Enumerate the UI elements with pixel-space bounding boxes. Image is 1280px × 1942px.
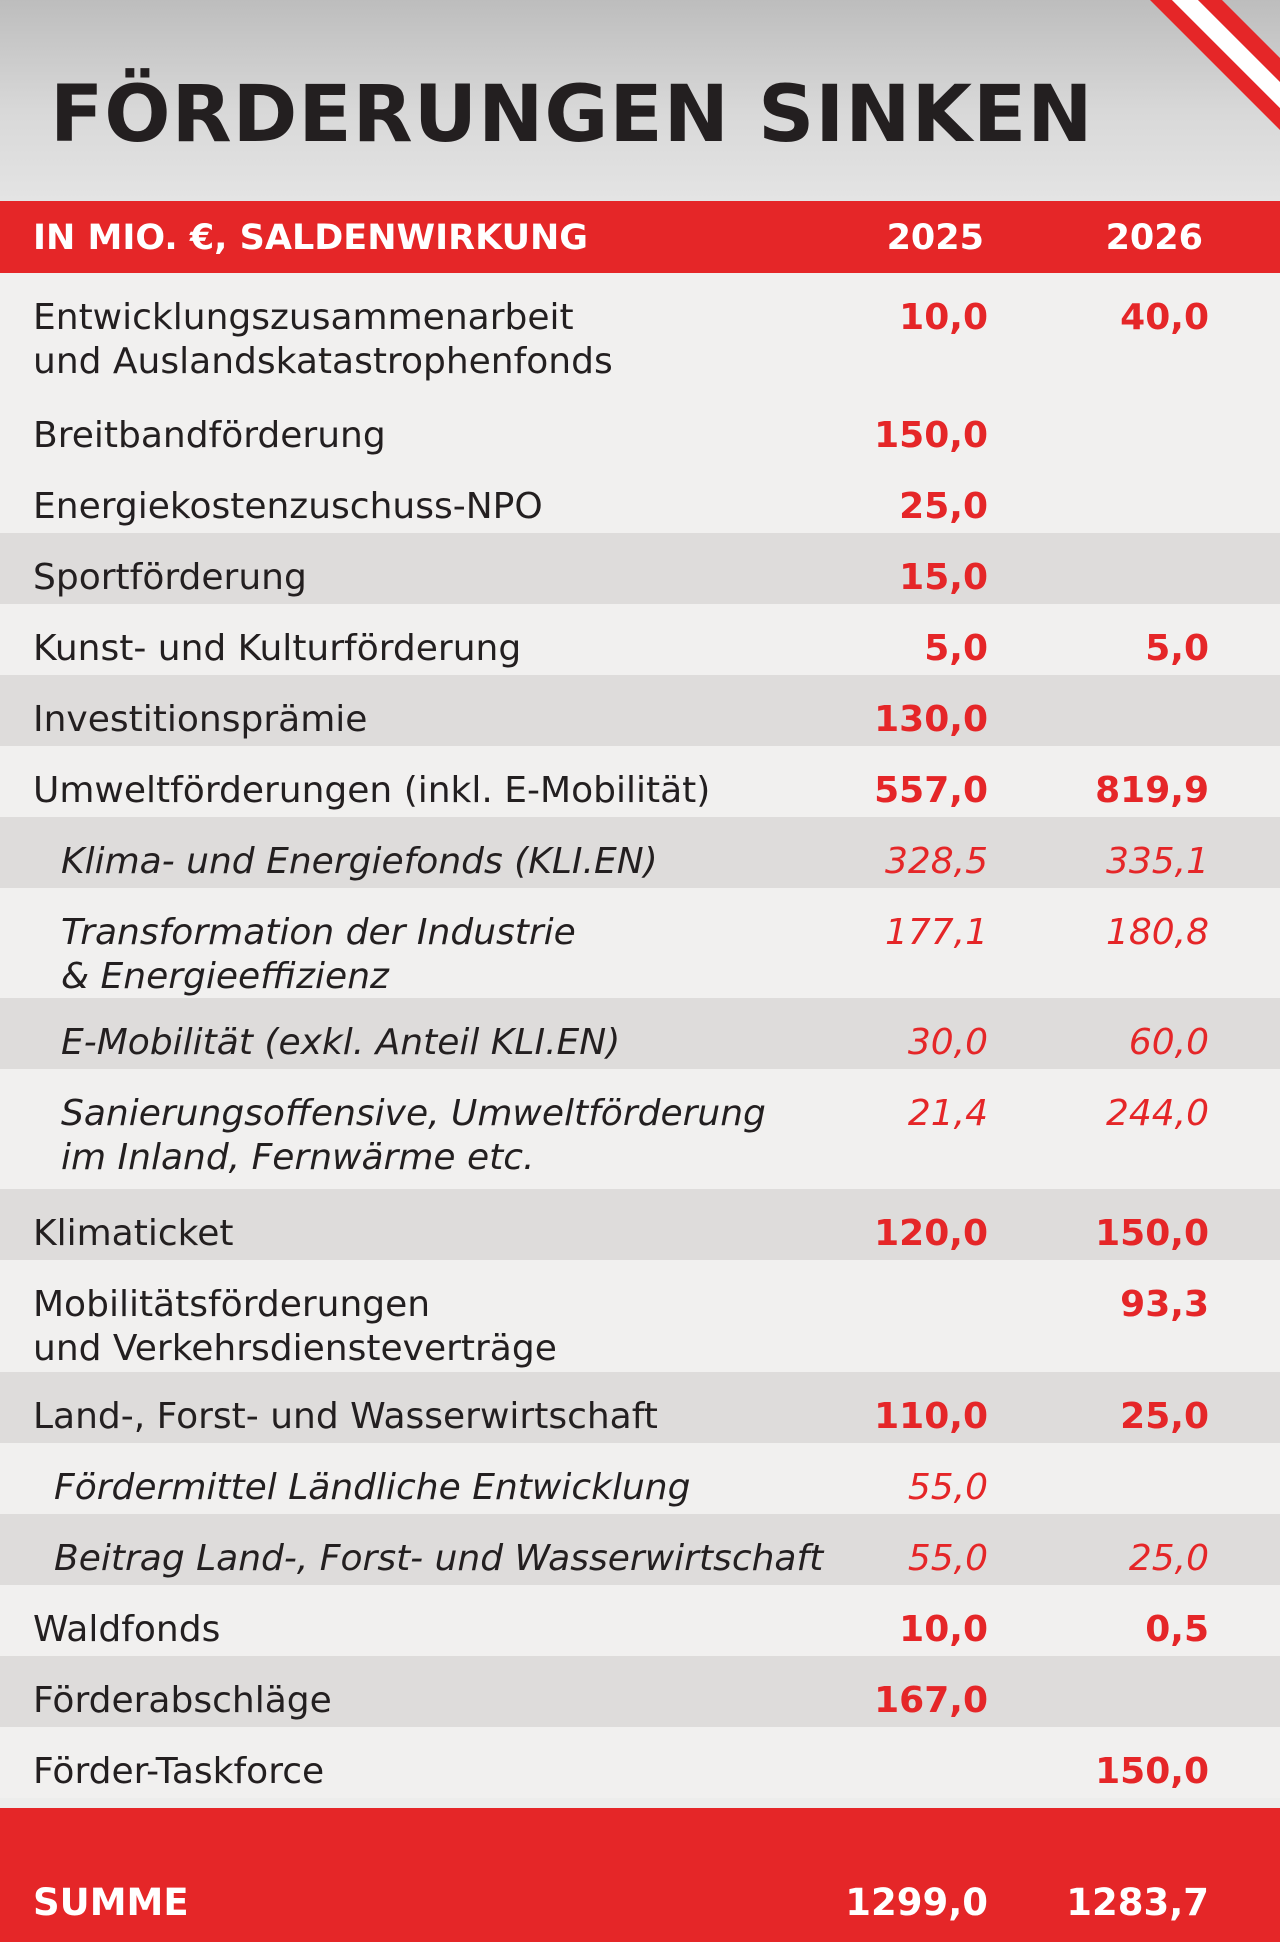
row-label: Klimaticket	[33, 1213, 234, 1254]
row-label: Fördermittel Ländliche Entwicklung	[54, 1467, 691, 1508]
value-2025: 5,0	[924, 628, 988, 669]
data-table: Entwicklungszusammenarbeit und Auslandska…	[0, 273, 1280, 1798]
row-label: Investitionsprämie	[33, 699, 368, 740]
row-label: Sportförderung	[33, 557, 307, 598]
row-label: Waldfonds	[33, 1609, 221, 1650]
value-2025: 150,0	[874, 415, 988, 456]
row-label: Land-, Forst- und Wasserwirtschaft	[33, 1396, 658, 1437]
table-row: Waldfonds 10,0 0,5	[0, 1585, 1280, 1656]
value-2026: 150,0	[1095, 1213, 1209, 1254]
row-label: Sanierungsoffensive, Umweltförderung im I…	[61, 1093, 766, 1178]
value-2026: 5,0	[1145, 628, 1209, 669]
title-banner: FÖRDERUNGEN SINKEN	[0, 0, 1280, 201]
value-2025: 55,0	[907, 1538, 988, 1579]
row-label: Breitbandförderung	[33, 415, 386, 456]
table-header: IN MIO. €, SALDENWIRKUNG 2025 2026	[0, 201, 1280, 273]
table-row: Fördermittel Ländliche Entwicklung 55,0	[0, 1443, 1280, 1514]
header-year-2025: 2025	[886, 218, 984, 258]
table-row: Kunst- und Kulturförderung 5,0 5,0	[0, 604, 1280, 675]
total-row: SUMME 1299,0 1283,7	[0, 1808, 1280, 1942]
table-row: Entwicklungszusammenarbeit und Auslandska…	[0, 273, 1280, 391]
value-2026: 244,0	[1105, 1093, 1209, 1134]
row-label: Energiekostenzuschuss-NPO	[33, 486, 543, 527]
value-2025: 10,0	[899, 1609, 988, 1650]
value-2026: 0,5	[1145, 1609, 1209, 1650]
row-label: Mobilitätsförderungen und Verkehrsdienste…	[33, 1284, 557, 1369]
value-2025: 21,4	[907, 1093, 988, 1134]
value-2026: 60,0	[1128, 1022, 1209, 1063]
value-2025: 120,0	[874, 1213, 988, 1254]
value-2026: 25,0	[1128, 1538, 1209, 1579]
value-2025: 55,0	[907, 1467, 988, 1508]
table-row: Sportförderung 15,0	[0, 533, 1280, 604]
table-row: Förder-Taskforce 150,0	[0, 1727, 1280, 1798]
austria-flag-icon	[1150, 0, 1280, 130]
row-label: Klima- und Energiefonds (KLI.EN)	[61, 841, 658, 882]
value-2025: 30,0	[907, 1022, 988, 1063]
row-label: Umweltförderungen (inkl. E-Mobilität)	[33, 770, 711, 811]
table-row: Sanierungsoffensive, Umweltförderung im I…	[0, 1069, 1280, 1189]
value-2025: 10,0	[899, 297, 988, 338]
row-label: E-Mobilität (exkl. Anteil KLI.EN)	[61, 1022, 621, 1063]
table-row: Klimaticket 120,0 150,0	[0, 1189, 1280, 1260]
row-label: Transformation der Industrie & Energieeff…	[61, 912, 576, 997]
value-2026: 150,0	[1095, 1751, 1209, 1792]
row-label: Beitrag Land-, Forst- und Wasserwirtscha…	[54, 1538, 824, 1579]
value-2025: 25,0	[899, 486, 988, 527]
total-2025: 1299,0	[845, 1881, 988, 1924]
row-label: Kunst- und Kulturförderung	[33, 628, 522, 669]
table-row: Umweltförderungen (inkl. E-Mobilität) 557…	[0, 746, 1280, 817]
value-2026: 180,8	[1105, 912, 1209, 953]
value-2026: 335,1	[1105, 841, 1209, 882]
value-2026: 819,9	[1095, 770, 1209, 811]
value-2025: 110,0	[874, 1396, 988, 1437]
value-2025: 177,1	[884, 912, 988, 953]
table-row: Land-, Forst- und Wasserwirtschaft 110,0 2…	[0, 1372, 1280, 1443]
value-2025: 557,0	[874, 770, 988, 811]
table-row: Transformation der Industrie & Energieeff…	[0, 888, 1280, 998]
total-2026: 1283,7	[1066, 1881, 1209, 1924]
table-row: Beitrag Land-, Forst- und Wasserwirtscha…	[0, 1514, 1280, 1585]
total-label: SUMME	[33, 1881, 189, 1924]
table-row: Mobilitätsförderungen und Verkehrsdienste…	[0, 1260, 1280, 1372]
header-year-2026: 2026	[1105, 218, 1203, 258]
table-row: Förderabschläge 167,0	[0, 1656, 1280, 1727]
table-row: Energiekostenzuschuss-NPO 25,0	[0, 462, 1280, 533]
row-label: Entwicklungszusammenarbeit und Auslandska…	[33, 297, 613, 382]
value-2025: 15,0	[899, 557, 988, 598]
header-unit-label: IN MIO. €, SALDENWIRKUNG	[33, 218, 589, 258]
table-row: E-Mobilität (exkl. Anteil KLI.EN) 30,0 60,…	[0, 998, 1280, 1069]
row-label: Förder-Taskforce	[33, 1751, 325, 1792]
table-row: Investitionsprämie 130,0	[0, 675, 1280, 746]
value-2025: 328,5	[884, 841, 988, 882]
value-2026: 93,3	[1120, 1284, 1209, 1325]
value-2026: 40,0	[1120, 297, 1209, 338]
value-2026: 25,0	[1120, 1396, 1209, 1437]
chart-title: FÖRDERUNGEN SINKEN	[50, 70, 1094, 160]
row-label: Förderabschläge	[33, 1680, 332, 1721]
value-2025: 130,0	[874, 699, 988, 740]
table-row: Breitbandförderung 150,0	[0, 391, 1280, 462]
value-2025: 167,0	[874, 1680, 988, 1721]
table-row: Klima- und Energiefonds (KLI.EN) 328,5 335…	[0, 817, 1280, 888]
